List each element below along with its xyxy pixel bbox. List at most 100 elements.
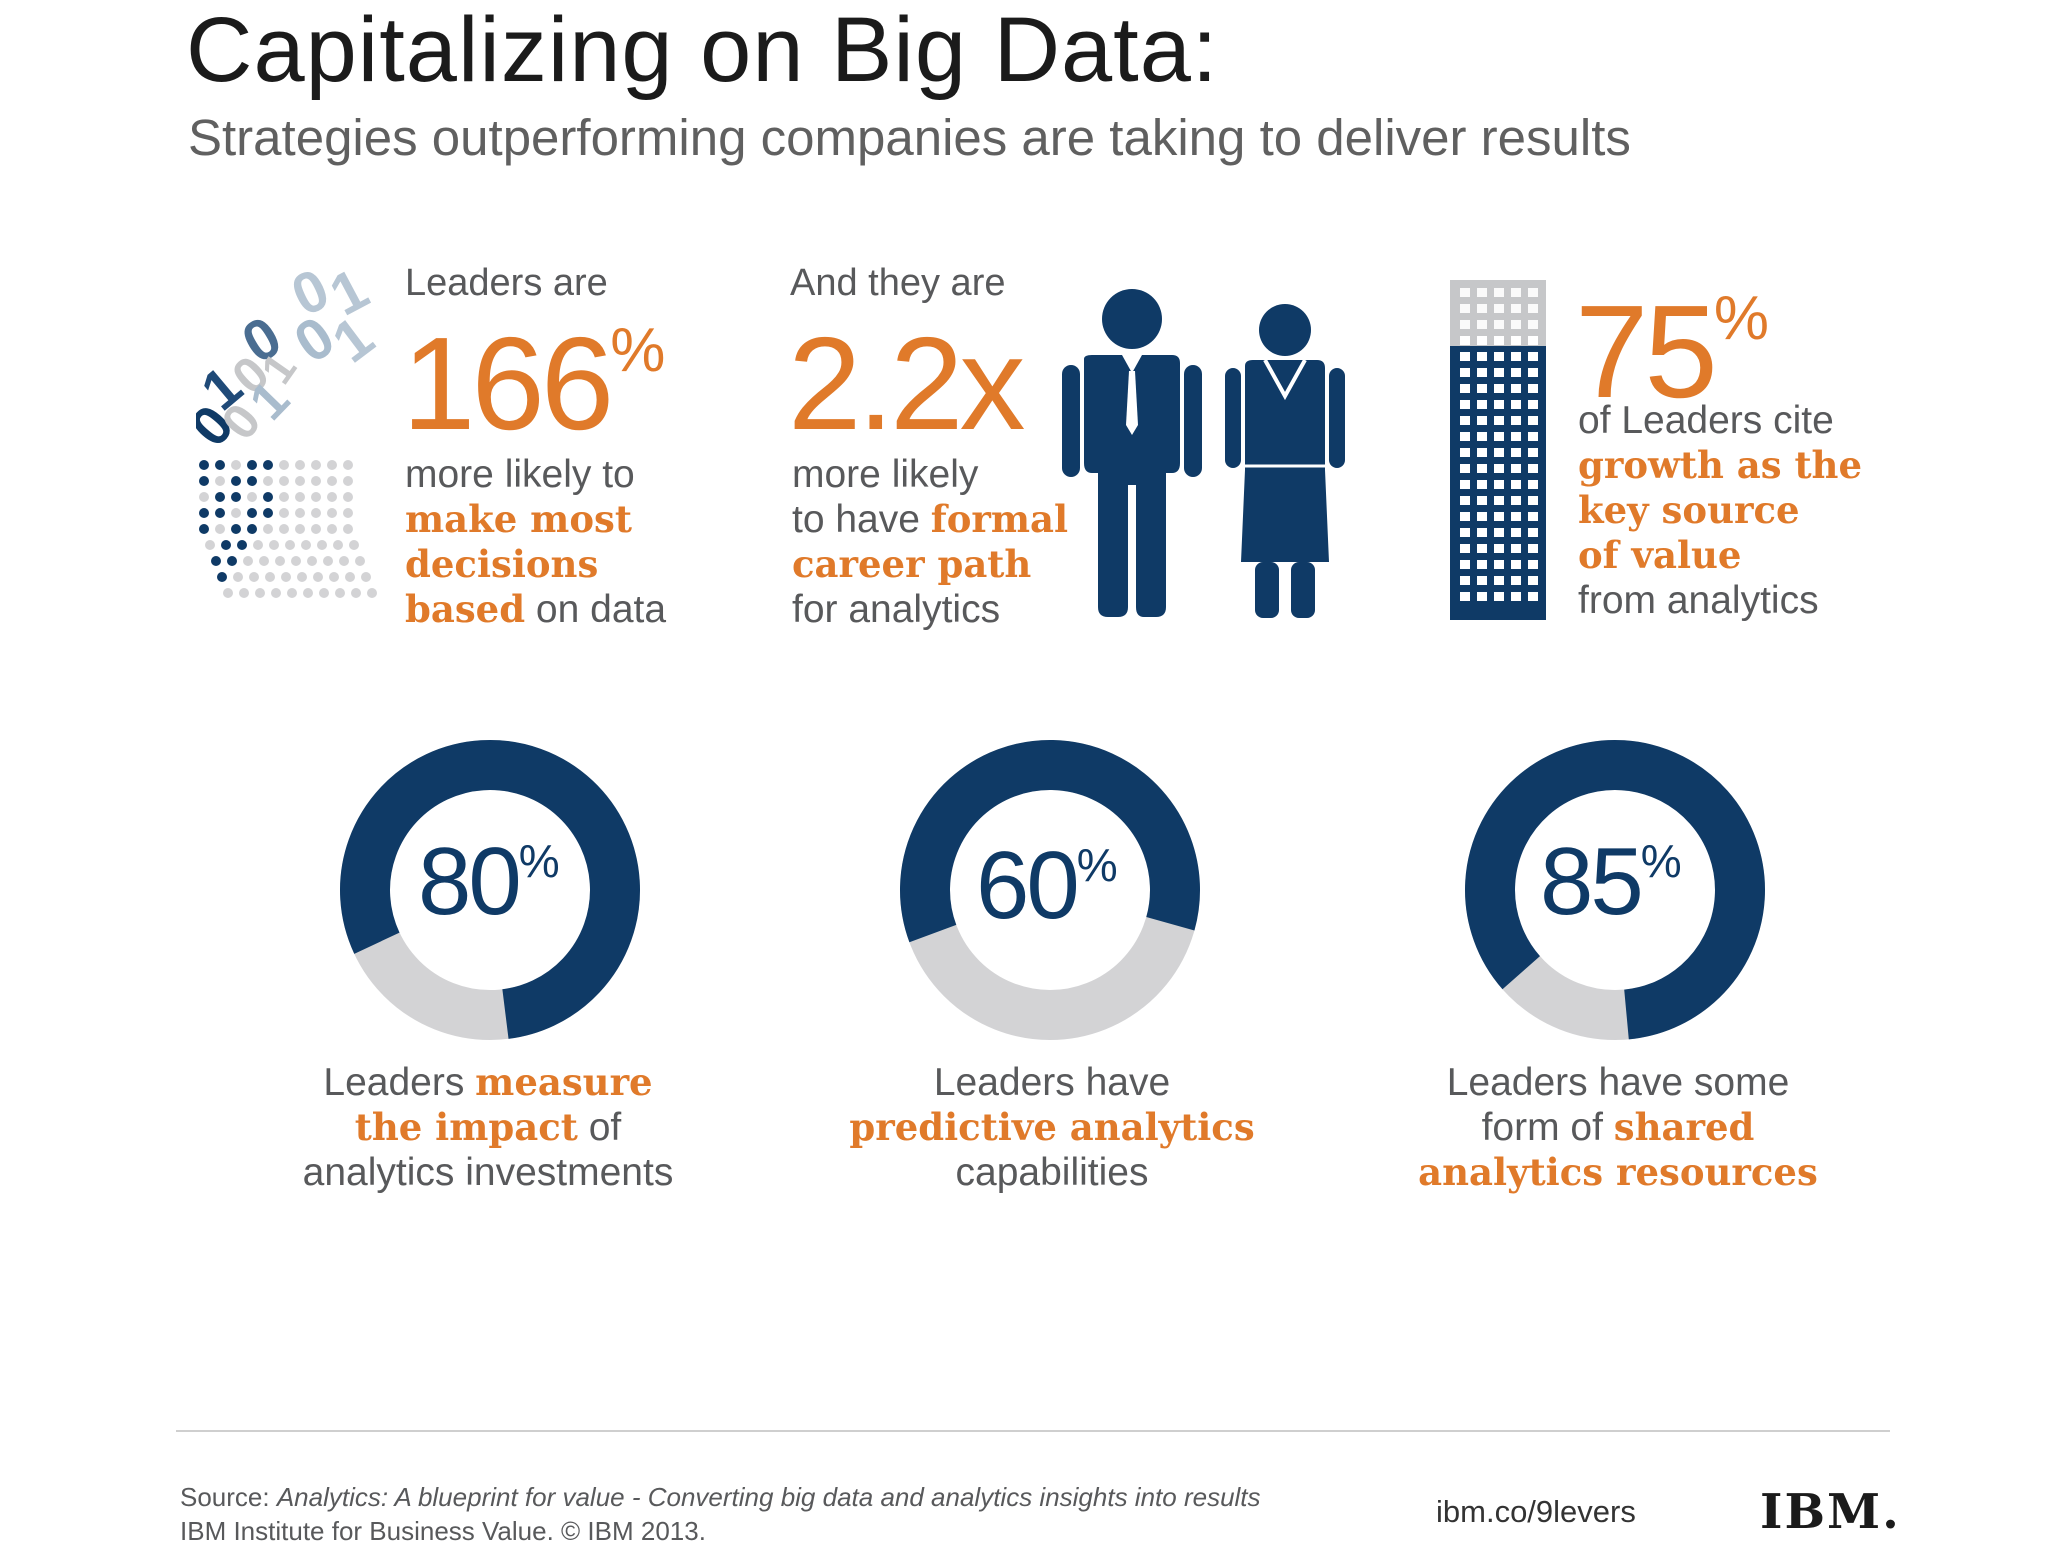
binary-dot (367, 588, 377, 598)
binary-dot (295, 508, 305, 518)
building-window (1528, 288, 1538, 297)
building-window (1477, 560, 1487, 569)
building-window (1477, 384, 1487, 393)
donut2-arc (900, 740, 1200, 1040)
building-window (1477, 400, 1487, 409)
building-window (1477, 320, 1487, 329)
building-window (1460, 496, 1470, 505)
binary-dot (221, 540, 231, 550)
binary-dot (247, 492, 257, 502)
building-window (1477, 352, 1487, 361)
building-window (1460, 368, 1470, 377)
building-window (1477, 368, 1487, 377)
building-window (1511, 512, 1521, 521)
stat1-line1: more likely to (405, 453, 635, 496)
building-window (1511, 560, 1521, 569)
building-window (1494, 336, 1504, 345)
stat2-line1: more likely (792, 453, 979, 496)
binary-dot (323, 556, 333, 566)
building-window (1460, 400, 1470, 409)
donut2-unit: % (1076, 839, 1118, 891)
building-window (1494, 368, 1504, 377)
stat1-highlight3: based (405, 587, 526, 631)
binary-dot (327, 460, 337, 470)
building-window (1460, 592, 1470, 601)
binary-dot (311, 508, 321, 518)
building-window (1460, 432, 1470, 441)
stat3-description: of Leaders cite growth as the key source… (1578, 398, 1898, 623)
donut2-number: 60 (976, 832, 1080, 939)
binary-dot (361, 572, 371, 582)
stat2-value: 2.2x (788, 310, 1025, 457)
donut1-highlight1: measure (475, 1060, 653, 1104)
donut1-caption-mid: of (577, 1106, 622, 1149)
binary-dot (231, 508, 241, 518)
donut2-highlight1: predictive analytics (849, 1105, 1255, 1149)
stat3-highlight2: key source (1578, 488, 1800, 532)
stat3-highlight1: growth as the (1578, 443, 1862, 487)
stat1-highlight2: decisions (405, 542, 599, 586)
building-window (1494, 512, 1504, 521)
building-window (1511, 336, 1521, 345)
building-window (1511, 576, 1521, 585)
source-title: Analytics: A blueprint for value - Conve… (276, 1482, 1261, 1512)
building-window (1528, 464, 1538, 473)
binary-dot (327, 524, 337, 534)
donut3-caption-mid: form of (1481, 1106, 1614, 1149)
building-window (1494, 480, 1504, 489)
binary-dot (239, 588, 249, 598)
building-window (1494, 592, 1504, 601)
building-window (1528, 416, 1538, 425)
binary-dot (215, 492, 225, 502)
footer-link[interactable]: ibm.co/9levers (1436, 1494, 1636, 1529)
binary-dot (307, 556, 317, 566)
building-window (1460, 544, 1470, 553)
building-window (1528, 352, 1538, 361)
building-window (1528, 528, 1538, 537)
binary-dot (343, 460, 353, 470)
building-window (1511, 528, 1521, 537)
building-window (1460, 480, 1470, 489)
building-window (1494, 416, 1504, 425)
binary-dot (199, 460, 209, 470)
building-window (1528, 432, 1538, 441)
stat2-lead: And they are (790, 262, 1006, 304)
building-window (1460, 416, 1470, 425)
binary-dot (275, 556, 285, 566)
building-window (1511, 432, 1521, 441)
building-window (1511, 288, 1521, 297)
binary-dot (311, 476, 321, 486)
binary-dot (327, 476, 337, 486)
ibm-logo: IBM. (1760, 1484, 1901, 1540)
building-window (1494, 496, 1504, 505)
binary-dot (271, 588, 281, 598)
binary-dot (231, 524, 241, 534)
donut3-value: 85% (1540, 834, 1682, 930)
building-window (1494, 448, 1504, 457)
stat1-unit: % (610, 316, 666, 385)
binary-dot (301, 540, 311, 550)
binary-dot (295, 460, 305, 470)
binary-dot (263, 460, 273, 470)
donut3-number: 85 (1540, 828, 1644, 935)
donut3-arc (1465, 740, 1766, 1040)
binary-dot (247, 460, 257, 470)
binary-dot (319, 588, 329, 598)
building-window (1494, 576, 1504, 585)
binary-dot (249, 572, 259, 582)
donut1-caption-pre: Leaders (323, 1061, 476, 1104)
binary-dot (269, 540, 279, 550)
building-window (1494, 560, 1504, 569)
binary-dot (311, 492, 321, 502)
building-window (1511, 416, 1521, 425)
building-window (1477, 464, 1487, 473)
binary-dot (279, 508, 289, 518)
binary-dot (351, 588, 361, 598)
stat1-description: more likely to make most decisions based… (405, 452, 745, 632)
donut1-highlight2: the impact (354, 1105, 578, 1149)
binary-dot (247, 508, 257, 518)
building-window (1494, 528, 1504, 537)
binary-dot (329, 572, 339, 582)
building-window (1460, 560, 1470, 569)
binary-dot (355, 556, 365, 566)
